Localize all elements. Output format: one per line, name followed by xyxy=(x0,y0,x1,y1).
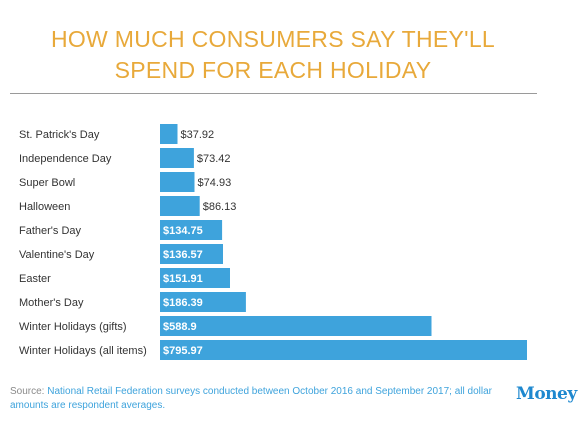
bar xyxy=(160,244,223,264)
source-note: Source: National Retail Federation surve… xyxy=(10,385,510,413)
value-label: $151.91 xyxy=(163,273,203,285)
bar xyxy=(160,316,432,336)
category-label: Easter xyxy=(19,273,51,285)
money-logo: Money xyxy=(516,384,577,404)
bar xyxy=(160,196,200,216)
value-label: $134.75 xyxy=(163,225,203,237)
bar xyxy=(160,148,194,168)
category-label: Mother's Day xyxy=(19,297,84,309)
value-label: $795.97 xyxy=(163,345,203,357)
source-text: National Retail Federation surveys condu… xyxy=(10,386,492,411)
category-label: Winter Holidays (all items) xyxy=(19,345,147,357)
category-label: Winter Holidays (gifts) xyxy=(19,321,127,333)
value-label: $73.42 xyxy=(197,153,231,165)
value-label: $588.9 xyxy=(163,321,197,333)
category-label: Halloween xyxy=(19,201,70,213)
category-label: Super Bowl xyxy=(19,177,75,189)
bar xyxy=(160,268,230,288)
bar xyxy=(160,172,195,192)
category-label: Independence Day xyxy=(19,153,112,165)
category-label: St. Patrick's Day xyxy=(19,129,100,141)
bar xyxy=(160,340,527,360)
value-label: $136.57 xyxy=(163,249,203,261)
bar xyxy=(160,292,246,312)
title-divider xyxy=(10,93,537,94)
bar xyxy=(160,124,178,144)
category-label: Father's Day xyxy=(19,225,82,237)
source-label: Source: xyxy=(10,386,48,397)
category-label: Valentine's Day xyxy=(19,249,95,261)
value-label: $37.92 xyxy=(180,129,214,141)
value-label: $186.39 xyxy=(163,297,203,309)
bar xyxy=(160,220,223,240)
chart-title: HOW MUCH CONSUMERS SAY THEY'LL SPEND FOR… xyxy=(50,26,496,83)
value-label: $86.13 xyxy=(203,201,237,213)
value-label: $74.93 xyxy=(198,177,232,189)
